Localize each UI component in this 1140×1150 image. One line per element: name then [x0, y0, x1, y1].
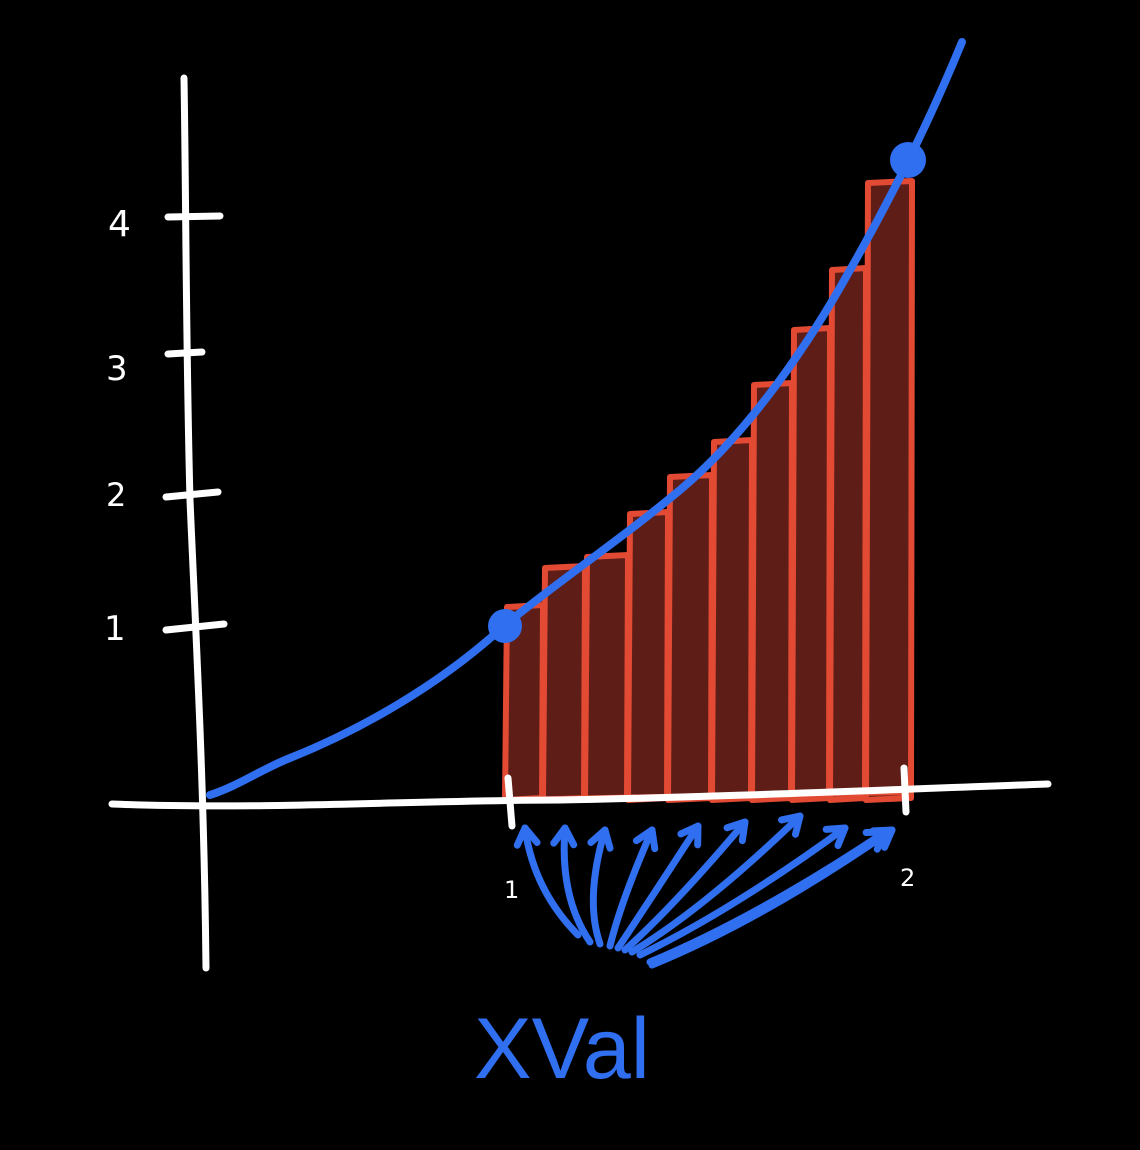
y-axis — [180, 74, 210, 972]
annotation-arrows — [513, 812, 896, 969]
tick-labels: 4 3 2 1 1 2 — [104, 204, 915, 904]
riemann-rectangle — [789, 325, 833, 803]
arrowhead — [587, 826, 614, 852]
riemann-rectangle — [709, 437, 755, 803]
function-curve — [206, 38, 966, 799]
riemann-rectangle — [863, 178, 915, 803]
x-tick-1 — [504, 774, 516, 830]
axes — [108, 74, 1052, 972]
y-tick-4 — [164, 212, 224, 221]
arrowhead — [513, 824, 541, 849]
arrowhead — [869, 826, 896, 851]
annotation-arrow — [636, 824, 849, 959]
y-tick-label-3: 3 — [106, 349, 128, 389]
riemann-rectangle — [665, 472, 715, 803]
annotation-arrow — [648, 826, 896, 969]
curve-point-start — [488, 609, 522, 643]
x-tick-2 — [900, 764, 910, 816]
y-tick-label-4: 4 — [108, 204, 131, 245]
riemann-rectangle — [540, 563, 588, 803]
annotation-arrow — [560, 824, 594, 946]
x-axis — [108, 780, 1052, 810]
riemann-rectangle — [625, 509, 671, 803]
annotation-arrow — [521, 824, 582, 939]
annotation-arrow — [628, 812, 804, 956]
riemann-rectangle — [582, 552, 631, 803]
y-tick-3 — [164, 348, 206, 358]
arrowhead — [550, 824, 578, 849]
riemann-rectangle — [749, 380, 795, 803]
curve-point-end — [890, 142, 926, 178]
arrowhead — [632, 826, 659, 853]
arrowhead — [822, 824, 849, 850]
y-tick-label-1: 1 — [104, 609, 126, 649]
annotation-arrow — [606, 826, 656, 950]
arrowhead — [723, 818, 749, 845]
riemann-rectangle — [827, 265, 869, 803]
arrowhead — [778, 812, 804, 838]
y-tick-label-2: 2 — [106, 476, 126, 514]
x-tick-label-2: 2 — [900, 864, 915, 892]
annotation-arrow — [621, 818, 749, 954]
x-tick-label-1: 1 — [504, 876, 519, 904]
xval-label: XVal — [474, 1001, 650, 1097]
y-tick-2 — [162, 488, 222, 501]
annotation-arrow — [589, 826, 609, 948]
y-tick-1 — [162, 620, 228, 634]
arrowhead — [677, 822, 702, 849]
annotation-arrow — [614, 822, 702, 952]
